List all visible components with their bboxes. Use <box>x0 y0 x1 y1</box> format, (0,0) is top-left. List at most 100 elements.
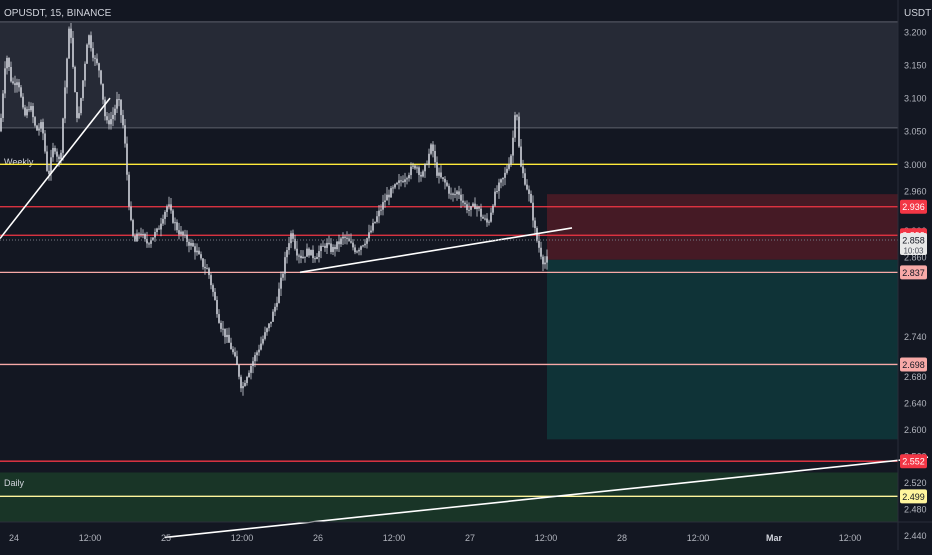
candle-body <box>40 122 42 129</box>
candle-body <box>84 63 86 81</box>
level-price-text: 2.837 <box>902 268 925 278</box>
time-tick: 12:00 <box>383 533 406 543</box>
candle-body <box>184 234 186 236</box>
candle-body <box>240 376 242 389</box>
trendline-3[interactable] <box>164 456 929 539</box>
candle-body <box>390 188 392 198</box>
level-price-text: 2.698 <box>902 360 925 370</box>
candle-body <box>122 115 124 126</box>
candle-body <box>176 222 178 231</box>
candle-body <box>414 165 416 169</box>
candle-body <box>258 349 260 353</box>
price-tick: 2.440 <box>904 531 927 541</box>
candle-body <box>108 120 110 125</box>
stop-loss-zone[interactable] <box>547 194 898 260</box>
candle-body <box>106 116 108 121</box>
candle-body <box>364 243 366 246</box>
time-axis[interactable]: 24 12:00 25 12:00 26 12:00 27 12:00 28 12:00 Mar 12… <box>9 533 861 543</box>
candle-body <box>268 323 270 329</box>
last-price-label <box>900 233 927 255</box>
weekly-zone[interactable] <box>0 21 898 128</box>
level-price-label <box>900 454 927 469</box>
candle-body <box>318 251 320 258</box>
candle-body <box>352 242 354 248</box>
price-tick: 3.050 <box>904 127 927 137</box>
price-tick: 3.150 <box>904 60 927 70</box>
candle-body <box>102 83 104 100</box>
candle-body <box>430 144 432 154</box>
candle-body <box>182 231 184 236</box>
candle-body <box>388 194 390 198</box>
candle-body <box>456 191 458 195</box>
candle-body <box>130 206 132 221</box>
candle-body <box>350 241 352 243</box>
level-price-label <box>900 489 927 504</box>
last-price-value: 2.858 <box>902 236 925 246</box>
candle-body <box>58 156 60 160</box>
candle-body <box>492 205 494 213</box>
candle-body <box>150 240 152 244</box>
candle-body <box>88 35 90 45</box>
candle-body <box>158 228 160 230</box>
candle-body <box>326 242 328 248</box>
candle-body <box>442 177 444 179</box>
price-axis[interactable]: 3.2003.1503.1003.0503.0002.9602.9002.860… <box>904 27 927 541</box>
candle-body <box>544 262 546 265</box>
candle-body <box>428 153 430 165</box>
candle-body <box>384 200 386 203</box>
candle-body <box>308 248 310 256</box>
candle-body <box>506 168 508 173</box>
candle-body <box>512 137 514 156</box>
candle-body <box>112 114 114 120</box>
candle-body <box>86 44 88 64</box>
candle-body <box>140 233 142 235</box>
trendline-2[interactable] <box>299 227 573 274</box>
candle-body <box>546 256 548 263</box>
candle-body <box>404 179 406 182</box>
candle-body <box>422 171 424 177</box>
candle-body <box>528 189 530 194</box>
candle-body <box>344 236 346 238</box>
candle-body <box>360 246 362 250</box>
candle-body <box>36 125 38 131</box>
candle-body <box>340 238 342 245</box>
level-price-text: 2.936 <box>902 202 925 212</box>
candle-body <box>300 255 302 259</box>
time-tick: 26 <box>313 533 323 543</box>
candle-body <box>142 233 144 235</box>
candle-body <box>464 202 466 205</box>
candle-body <box>280 277 282 289</box>
candle-body <box>128 174 130 207</box>
price-tick: 2.640 <box>904 398 927 408</box>
candle-body <box>238 365 240 377</box>
candle-body <box>424 163 426 172</box>
take-profit-zone[interactable] <box>547 259 898 440</box>
candle-body <box>378 210 380 217</box>
candle-body <box>204 266 206 269</box>
candle-body <box>168 204 170 207</box>
candle-body <box>290 233 292 244</box>
candle-body <box>162 218 164 224</box>
candle-body <box>312 249 314 259</box>
candle-body <box>100 70 102 84</box>
candle-body <box>190 243 192 246</box>
candle-body <box>188 241 190 246</box>
candle-body <box>216 300 218 315</box>
candle-body <box>124 125 126 144</box>
candle-body <box>244 382 246 387</box>
price-tick: 2.860 <box>904 253 927 263</box>
candle-body <box>98 63 100 71</box>
candle-body <box>486 218 488 223</box>
candle-body <box>18 82 20 88</box>
candle-body <box>294 238 296 249</box>
time-tick: 12:00 <box>79 533 102 543</box>
candle-body <box>146 239 148 244</box>
candle-body <box>322 245 324 247</box>
trendline-1[interactable] <box>0 97 111 240</box>
candle-body <box>366 238 368 244</box>
price-tick: 2.960 <box>904 186 927 196</box>
candle-body <box>502 177 504 180</box>
daily-zone[interactable] <box>0 472 898 523</box>
